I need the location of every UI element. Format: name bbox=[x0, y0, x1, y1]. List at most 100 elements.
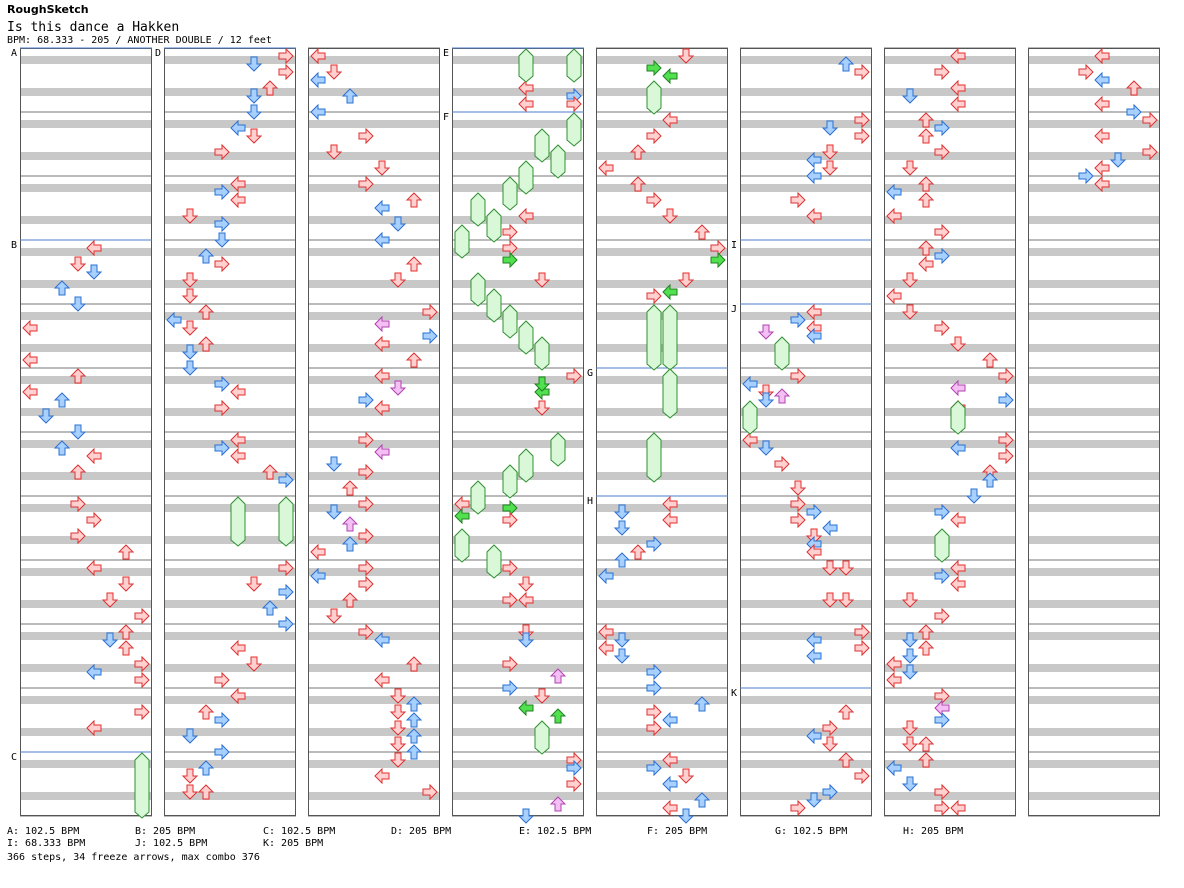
right-arrow-icon bbox=[854, 63, 870, 81]
left-arrow-icon bbox=[662, 283, 678, 301]
section-label: K bbox=[731, 688, 737, 699]
left-arrow-icon bbox=[86, 663, 102, 681]
freeze-arrow bbox=[774, 336, 790, 371]
up-arrow-icon bbox=[405, 712, 423, 728]
up-arrow-icon bbox=[629, 176, 647, 192]
right-arrow-icon bbox=[646, 719, 662, 737]
up-arrow-icon bbox=[917, 192, 935, 208]
up-arrow-icon bbox=[917, 240, 935, 256]
left-arrow-icon bbox=[886, 183, 902, 201]
right-arrow-icon bbox=[774, 455, 790, 473]
down-arrow-icon bbox=[213, 232, 231, 248]
left-arrow-icon bbox=[806, 167, 822, 185]
freeze-arrow bbox=[454, 528, 470, 563]
right-arrow-icon bbox=[502, 655, 518, 673]
left-arrow-icon bbox=[230, 431, 246, 449]
down-arrow-icon bbox=[389, 704, 407, 720]
section-label: H bbox=[587, 496, 593, 507]
left-arrow-icon bbox=[454, 507, 470, 525]
left-arrow-icon bbox=[374, 631, 390, 649]
down-arrow-icon bbox=[533, 272, 551, 288]
down-arrow-icon bbox=[517, 576, 535, 592]
up-arrow-icon bbox=[917, 112, 935, 128]
left-arrow-icon bbox=[1094, 47, 1110, 65]
right-arrow-icon bbox=[278, 63, 294, 81]
right-arrow-icon bbox=[214, 375, 230, 393]
right-arrow-icon bbox=[934, 63, 950, 81]
up-arrow-icon bbox=[341, 480, 359, 496]
down-arrow-icon bbox=[613, 632, 631, 648]
section-label: A bbox=[11, 48, 17, 59]
up-arrow-icon bbox=[917, 736, 935, 752]
freeze-arrow bbox=[518, 48, 534, 83]
down-arrow-icon bbox=[901, 160, 919, 176]
down-arrow-icon bbox=[949, 336, 967, 352]
freeze-arrow bbox=[518, 160, 534, 195]
down-arrow-icon bbox=[245, 656, 263, 672]
down-arrow-icon bbox=[805, 528, 823, 544]
right-arrow-icon bbox=[934, 247, 950, 265]
left-arrow-icon bbox=[310, 71, 326, 89]
left-arrow-icon bbox=[310, 103, 326, 121]
column-border bbox=[1028, 48, 1160, 816]
down-arrow-icon bbox=[757, 392, 775, 408]
up-arrow-icon bbox=[1125, 80, 1143, 96]
section-label: B bbox=[11, 240, 17, 251]
right-arrow-icon bbox=[278, 47, 294, 65]
down-arrow-icon bbox=[117, 576, 135, 592]
left-arrow-icon bbox=[886, 759, 902, 777]
down-arrow-icon bbox=[181, 360, 199, 376]
freeze-arrow bbox=[950, 400, 966, 435]
down-arrow-icon bbox=[901, 304, 919, 320]
right-arrow-icon bbox=[646, 287, 662, 305]
right-arrow-icon bbox=[566, 367, 582, 385]
left-arrow-icon bbox=[518, 95, 534, 113]
down-arrow-icon bbox=[389, 688, 407, 704]
left-arrow-icon bbox=[950, 95, 966, 113]
section-label: G bbox=[587, 368, 593, 379]
right-arrow-icon bbox=[934, 143, 950, 161]
section-label: D bbox=[155, 48, 161, 59]
up-arrow-icon bbox=[981, 472, 999, 488]
down-arrow-icon bbox=[245, 104, 263, 120]
up-arrow-icon bbox=[69, 368, 87, 384]
left-arrow-icon bbox=[806, 543, 822, 561]
bpm-legend-c: C: 102.5 BPM bbox=[263, 826, 336, 837]
down-arrow-icon bbox=[533, 688, 551, 704]
up-arrow-icon bbox=[261, 600, 279, 616]
down-arrow-icon bbox=[1109, 152, 1127, 168]
up-arrow-icon bbox=[197, 784, 215, 800]
freeze-arrow bbox=[534, 720, 550, 755]
down-arrow-icon bbox=[757, 324, 775, 340]
up-arrow-icon bbox=[629, 144, 647, 160]
down-arrow-icon bbox=[965, 488, 983, 504]
down-arrow-icon bbox=[101, 592, 119, 608]
up-arrow-icon bbox=[341, 516, 359, 532]
down-arrow-icon bbox=[181, 288, 199, 304]
down-arrow-icon bbox=[389, 720, 407, 736]
left-arrow-icon bbox=[950, 379, 966, 397]
down-arrow-icon bbox=[613, 520, 631, 536]
down-arrow-icon bbox=[389, 216, 407, 232]
left-arrow-icon bbox=[886, 287, 902, 305]
down-arrow-icon bbox=[389, 752, 407, 768]
right-arrow-icon bbox=[358, 431, 374, 449]
left-arrow-icon bbox=[662, 111, 678, 129]
bpm-legend-d: D: 205 BPM bbox=[391, 826, 452, 837]
left-arrow-icon bbox=[374, 199, 390, 217]
down-arrow-icon bbox=[677, 768, 695, 784]
right-arrow-icon bbox=[998, 447, 1014, 465]
right-arrow-icon bbox=[566, 759, 582, 777]
bpm-legend-b: B: 205 BPM bbox=[135, 826, 196, 837]
right-arrow-icon bbox=[646, 759, 662, 777]
up-arrow-icon bbox=[341, 88, 359, 104]
right-arrow-icon bbox=[278, 583, 294, 601]
right-arrow-icon bbox=[710, 251, 726, 269]
freeze-arrow bbox=[518, 320, 534, 355]
right-arrow-icon bbox=[422, 783, 438, 801]
left-arrow-icon bbox=[886, 655, 902, 673]
right-arrow-icon bbox=[822, 719, 838, 737]
right-arrow-icon bbox=[646, 679, 662, 697]
down-arrow-icon bbox=[181, 728, 199, 744]
down-arrow-icon bbox=[85, 264, 103, 280]
